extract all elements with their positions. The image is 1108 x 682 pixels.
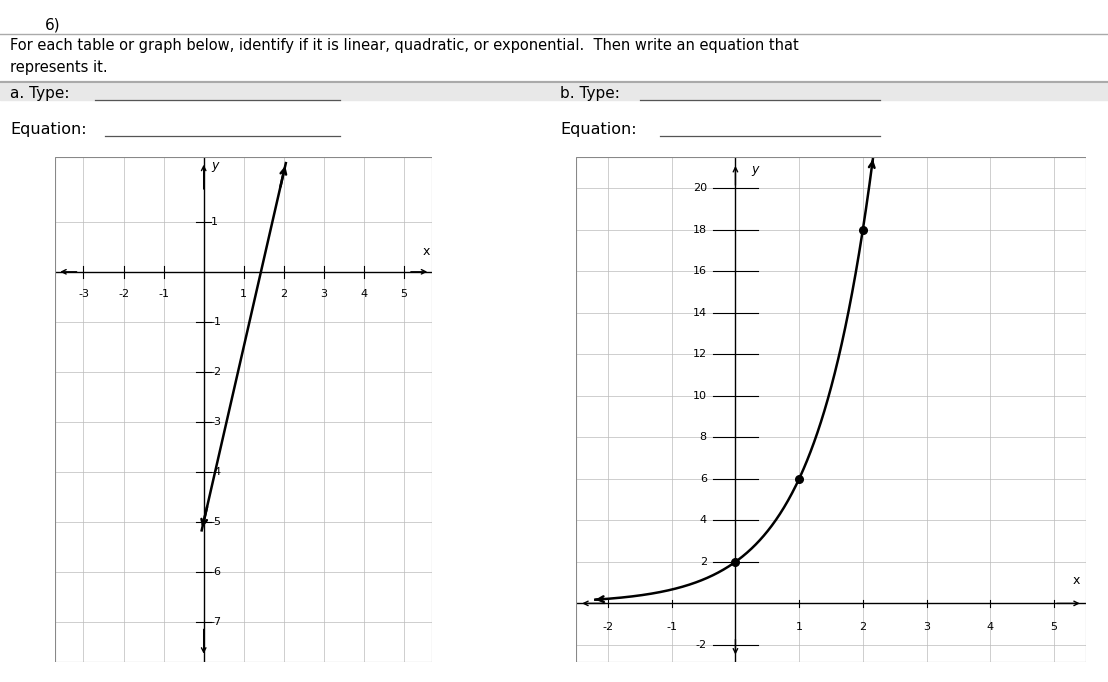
Text: -2: -2	[696, 640, 707, 650]
Text: 1: 1	[211, 217, 218, 227]
Text: -2: -2	[117, 289, 130, 299]
Text: 16: 16	[692, 266, 707, 276]
Text: 10: 10	[692, 391, 707, 401]
Text: -3: -3	[211, 417, 222, 427]
Text: -7: -7	[211, 617, 222, 627]
Text: Equation:: Equation:	[560, 122, 637, 137]
Text: a. Type:: a. Type:	[10, 86, 70, 101]
Text: -1: -1	[158, 289, 170, 299]
Text: x: x	[1073, 574, 1080, 587]
Text: 20: 20	[692, 183, 707, 193]
Text: 4: 4	[987, 622, 994, 632]
Text: 2: 2	[860, 622, 866, 632]
Text: For each table or graph below, identify if it is linear, quadratic, or exponenti: For each table or graph below, identify …	[10, 38, 799, 53]
Text: 4: 4	[360, 289, 368, 299]
Text: 1: 1	[796, 622, 802, 632]
Text: y: y	[211, 160, 218, 173]
Text: -1: -1	[666, 622, 677, 632]
Text: 2: 2	[280, 289, 287, 299]
Text: -3: -3	[78, 289, 89, 299]
Text: -2: -2	[603, 622, 614, 632]
Text: 12: 12	[692, 349, 707, 359]
Text: 14: 14	[692, 308, 707, 318]
Text: 18: 18	[692, 224, 707, 235]
Text: b. Type:: b. Type:	[560, 86, 619, 101]
Text: 1: 1	[240, 289, 247, 299]
Text: -1: -1	[211, 316, 222, 327]
Text: -5: -5	[211, 517, 222, 527]
Text: x: x	[422, 245, 430, 258]
Text: 6): 6)	[45, 17, 61, 32]
Text: -2: -2	[211, 367, 222, 376]
Text: 3: 3	[923, 622, 930, 632]
Text: 2: 2	[699, 557, 707, 567]
Bar	[0, 81, 1108, 100]
Text: Equation:: Equation:	[10, 122, 86, 137]
Text: represents it.: represents it.	[10, 60, 107, 75]
Text: 5: 5	[401, 289, 408, 299]
Text: 6: 6	[700, 474, 707, 484]
Text: -4: -4	[211, 466, 222, 477]
Text: -6: -6	[211, 567, 222, 576]
Text: y: y	[751, 163, 759, 176]
Text: 5: 5	[1050, 622, 1057, 632]
Text: 3: 3	[320, 289, 327, 299]
Text: 8: 8	[699, 432, 707, 442]
Text: 4: 4	[699, 516, 707, 525]
